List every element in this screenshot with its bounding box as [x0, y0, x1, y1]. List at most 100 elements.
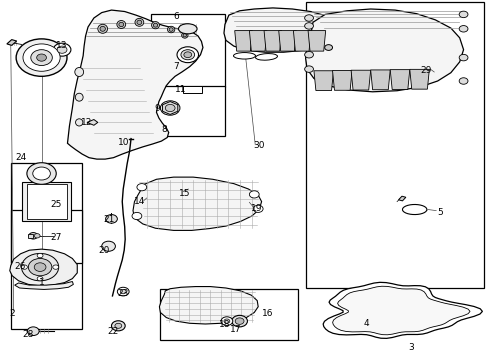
- Circle shape: [324, 45, 332, 50]
- Ellipse shape: [75, 119, 83, 126]
- Circle shape: [249, 191, 259, 198]
- Circle shape: [137, 184, 146, 191]
- Text: 4: 4: [363, 320, 369, 328]
- Circle shape: [304, 23, 313, 29]
- Polygon shape: [402, 204, 426, 215]
- Ellipse shape: [151, 22, 159, 29]
- Ellipse shape: [167, 26, 175, 33]
- Circle shape: [181, 50, 194, 60]
- Text: 8: 8: [161, 125, 166, 134]
- Circle shape: [235, 318, 244, 324]
- Text: 6: 6: [173, 12, 179, 21]
- Ellipse shape: [182, 32, 187, 38]
- Circle shape: [27, 327, 39, 336]
- Polygon shape: [332, 286, 469, 335]
- Circle shape: [458, 26, 467, 32]
- Polygon shape: [370, 70, 389, 90]
- Bar: [11, 210, 82, 263]
- Circle shape: [458, 54, 467, 61]
- Ellipse shape: [137, 20, 142, 24]
- Circle shape: [120, 289, 126, 294]
- Text: 22: 22: [107, 327, 119, 336]
- Text: 3: 3: [407, 343, 413, 352]
- Polygon shape: [313, 71, 333, 91]
- Polygon shape: [278, 31, 296, 51]
- Polygon shape: [323, 282, 482, 338]
- Polygon shape: [305, 9, 463, 92]
- Ellipse shape: [183, 34, 186, 37]
- Circle shape: [34, 234, 40, 238]
- Bar: [150, 14, 224, 87]
- Text: 27: 27: [50, 233, 62, 242]
- Text: 12: 12: [81, 118, 93, 127]
- Ellipse shape: [98, 24, 107, 33]
- Circle shape: [231, 315, 247, 327]
- Text: 19: 19: [250, 204, 262, 213]
- Polygon shape: [162, 102, 178, 114]
- Text: 23: 23: [117, 289, 129, 298]
- Polygon shape: [249, 31, 266, 51]
- Circle shape: [37, 276, 43, 281]
- Circle shape: [57, 46, 67, 53]
- Text: 21: 21: [102, 215, 114, 224]
- Polygon shape: [409, 69, 428, 89]
- Bar: [27, 184, 66, 219]
- Circle shape: [117, 287, 129, 296]
- Circle shape: [29, 233, 38, 239]
- Polygon shape: [234, 31, 252, 51]
- Bar: [22, 182, 71, 221]
- Ellipse shape: [75, 68, 83, 77]
- Circle shape: [165, 104, 175, 112]
- Text: 24: 24: [15, 153, 27, 162]
- Circle shape: [132, 212, 142, 220]
- Polygon shape: [398, 196, 405, 201]
- Circle shape: [105, 215, 117, 223]
- Ellipse shape: [119, 22, 123, 27]
- Polygon shape: [28, 234, 33, 238]
- Circle shape: [183, 52, 191, 58]
- Text: 14: 14: [133, 197, 145, 206]
- Ellipse shape: [153, 23, 157, 27]
- Polygon shape: [159, 287, 258, 324]
- Text: 20: 20: [98, 246, 110, 255]
- Circle shape: [111, 321, 125, 331]
- Polygon shape: [7, 40, 17, 45]
- Circle shape: [34, 263, 46, 271]
- Text: 15: 15: [179, 189, 190, 198]
- Circle shape: [37, 54, 46, 61]
- Circle shape: [304, 15, 313, 21]
- Text: 17: 17: [229, 325, 241, 334]
- Circle shape: [458, 11, 467, 18]
- Circle shape: [304, 51, 313, 58]
- Ellipse shape: [100, 26, 105, 31]
- Circle shape: [37, 253, 43, 258]
- Text: 30: 30: [253, 141, 264, 150]
- Circle shape: [115, 323, 122, 328]
- Ellipse shape: [255, 54, 277, 60]
- Circle shape: [27, 163, 56, 184]
- Circle shape: [28, 258, 52, 276]
- Circle shape: [102, 241, 115, 251]
- Ellipse shape: [233, 53, 255, 59]
- Circle shape: [53, 265, 59, 269]
- Text: 26: 26: [14, 262, 25, 271]
- Bar: [305, 2, 483, 288]
- Text: 2: 2: [9, 309, 15, 318]
- Bar: [183, 86, 202, 93]
- Polygon shape: [264, 31, 281, 51]
- Polygon shape: [332, 71, 351, 90]
- Text: 28: 28: [22, 330, 34, 338]
- Polygon shape: [389, 69, 409, 89]
- Circle shape: [23, 44, 60, 71]
- Circle shape: [53, 43, 71, 56]
- Circle shape: [224, 319, 229, 323]
- Text: 1: 1: [39, 278, 44, 287]
- Text: 11: 11: [175, 85, 186, 94]
- Text: 9: 9: [154, 104, 160, 112]
- Circle shape: [31, 50, 52, 66]
- Circle shape: [16, 39, 67, 76]
- Text: 16: 16: [262, 309, 273, 318]
- Circle shape: [160, 101, 180, 115]
- Bar: [150, 86, 224, 136]
- Text: 29: 29: [420, 66, 431, 75]
